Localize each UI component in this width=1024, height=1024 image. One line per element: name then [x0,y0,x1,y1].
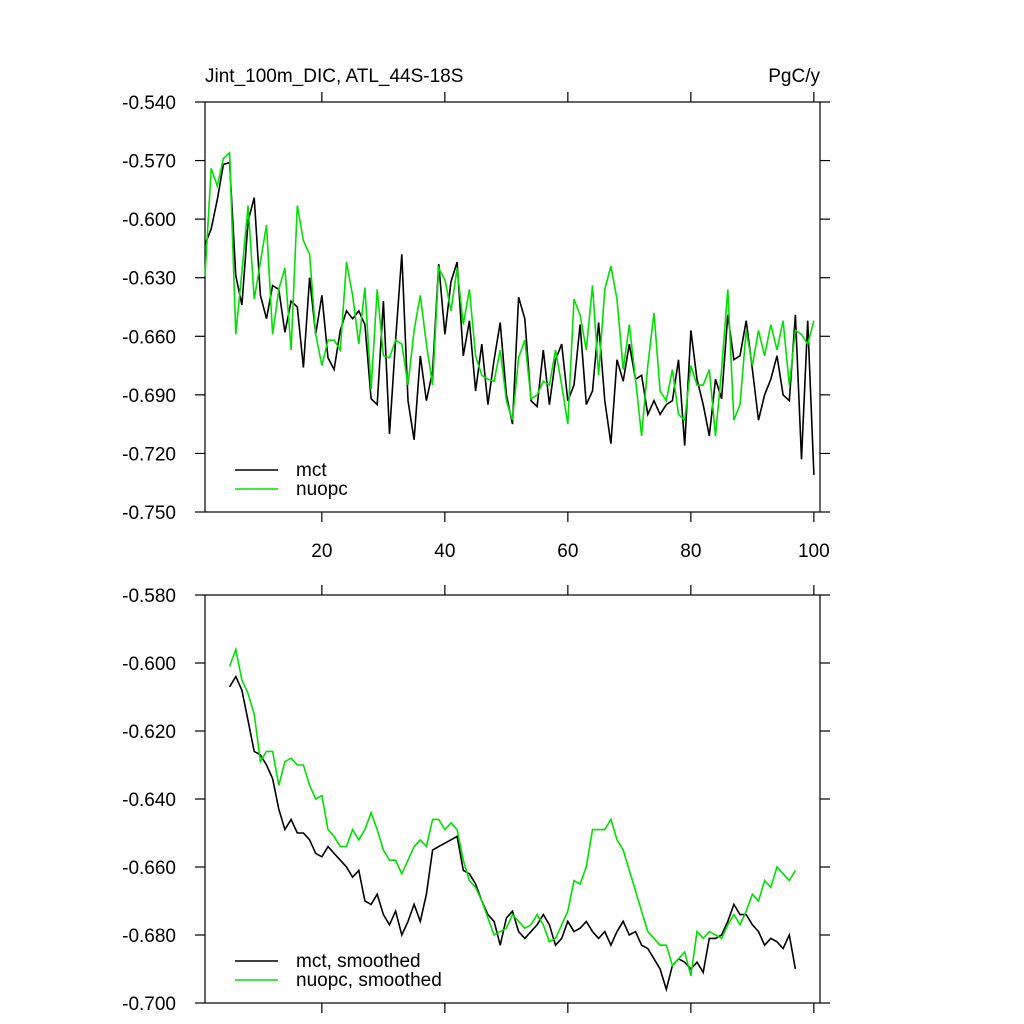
units-label: PgC/y [768,66,820,87]
y-tick-label: -0.660 [122,327,176,348]
y-tick-label: -0.750 [122,503,176,524]
x-tick-label: 60 [557,541,578,562]
data-line [228,646,797,977]
y-tick-label: -0.690 [122,386,176,407]
data-line [204,151,815,436]
plot-frame [204,101,821,513]
data-line [228,674,797,993]
y-tick-label: -0.540 [122,93,176,114]
y-tick-label: -0.660 [122,858,176,879]
y-tick-label: -0.570 [122,152,176,173]
y-tick-label: -0.700 [122,994,176,1015]
y-tick-label: -0.600 [122,654,176,675]
y-tick-label: -0.630 [122,269,176,290]
x-tick-label: 100 [798,541,830,562]
plot-frame [204,594,821,1004]
x-tick-label: 20 [311,541,332,562]
y-tick-label: -0.600 [122,210,176,231]
legend-label: nuopc, smoothed [296,970,442,991]
y-tick-label: -0.580 [122,586,176,607]
y-tick-label: -0.680 [122,926,176,947]
legend-label: nuopc [296,479,348,500]
chart-title: Jint_100m_DIC, ATL_44S-18S [205,66,463,87]
y-tick-label: -0.720 [122,444,176,465]
y-tick-label: -0.620 [122,722,176,743]
y-tick-label: -0.640 [122,790,176,811]
x-tick-label: 80 [680,541,701,562]
legend-label: mct, smoothed [296,951,421,972]
x-tick-label: 40 [434,541,455,562]
legend-label: mct [296,460,327,481]
